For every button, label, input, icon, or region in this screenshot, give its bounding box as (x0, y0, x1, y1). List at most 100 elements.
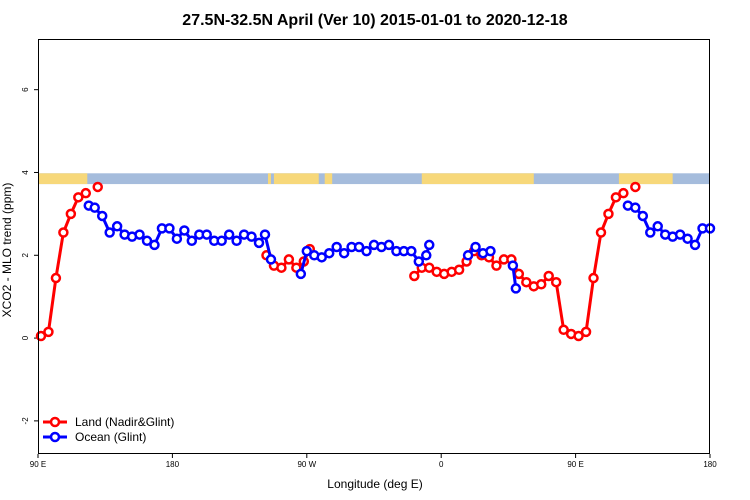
data-point (338, 247, 350, 259)
land-band-segment (267, 173, 271, 185)
data-point (595, 227, 607, 238)
legend-label-ocean: Ocean (Glint) (75, 430, 146, 444)
data-point (491, 260, 502, 271)
land-band-segment (273, 173, 319, 185)
data-point (265, 254, 277, 265)
data-point (550, 276, 562, 288)
data-point (216, 235, 227, 247)
land-band-segment (38, 173, 88, 185)
legend-label-land: Land (Nadir&Glint) (75, 415, 174, 429)
legend-marker-land (49, 416, 61, 428)
data-point (80, 187, 92, 199)
data-point (485, 245, 496, 257)
series-line (40, 191, 87, 338)
series-line (413, 191, 625, 338)
data-point (470, 241, 481, 253)
y-tick-label: 0 (21, 335, 30, 340)
x-tick-label: 90 W (297, 460, 316, 469)
data-point (259, 229, 271, 240)
data-point (65, 208, 77, 220)
data-point (331, 241, 342, 253)
data-point (588, 272, 599, 284)
data-point (682, 233, 693, 244)
data-point (253, 237, 265, 249)
data-point (231, 235, 242, 247)
data-point (89, 202, 100, 213)
data-point (421, 250, 432, 261)
land-band-segment (324, 173, 333, 185)
y-tick-label: -2 (21, 417, 30, 425)
data-point (630, 202, 641, 213)
data-point (543, 270, 554, 282)
data-point (603, 208, 614, 220)
data-point (323, 247, 335, 259)
data-point (462, 250, 474, 261)
data-point (645, 227, 656, 238)
data-point (521, 276, 532, 288)
data-point (580, 326, 592, 338)
x-axis-label: Longitude (deg E) (327, 477, 422, 491)
data-point (558, 324, 569, 336)
data-point (424, 239, 435, 251)
data-point (413, 256, 425, 267)
data-point (96, 210, 108, 222)
data-point (246, 231, 257, 242)
data-point (353, 241, 365, 253)
data-point (383, 239, 395, 251)
y-tick-label: 6 (21, 87, 30, 92)
data-point (223, 229, 235, 240)
land-band-segment (421, 173, 534, 185)
data-point (164, 223, 175, 234)
data-point (179, 225, 190, 236)
data-point (630, 181, 641, 193)
data-point (201, 229, 212, 240)
data-point (513, 268, 525, 280)
ocean-band (38, 173, 710, 185)
data-point (409, 270, 420, 282)
axes: 90 E 180 90 W 0 90 E 180 -2 0 2 4 6 (21, 87, 717, 469)
data-point (104, 227, 115, 238)
data-point (283, 254, 295, 265)
data-point (141, 235, 153, 247)
data-point (510, 283, 522, 294)
plot-frame (38, 39, 710, 454)
data-point (43, 326, 54, 338)
y-tick-label: 4 (21, 170, 30, 175)
data-point (58, 227, 69, 238)
data-point (171, 233, 183, 244)
data-point (361, 245, 372, 257)
x-tick-label: 0 (439, 460, 444, 469)
data-point (610, 192, 622, 203)
data-point (507, 260, 519, 271)
data-point (689, 239, 701, 251)
data-point (186, 235, 198, 247)
land-band-segment (618, 173, 673, 185)
x-tick-label: 90 E (30, 460, 46, 469)
legend-marker-ocean (49, 431, 61, 443)
x-tick-label: 180 (166, 460, 180, 469)
data-point (92, 181, 103, 193)
series-ocean (83, 200, 716, 294)
data-point (295, 268, 307, 280)
series-layer (35, 181, 716, 342)
data-point (149, 239, 160, 251)
data-point (453, 264, 465, 276)
x-tick-label: 180 (703, 460, 717, 469)
x-tick-label: 90 E (567, 460, 583, 469)
data-point (536, 279, 547, 290)
data-point (618, 187, 629, 199)
series-land (35, 181, 641, 342)
y-axis-label: XCO2 - MLO trend (ppm) (0, 183, 14, 318)
data-point (50, 272, 62, 284)
data-point (134, 229, 145, 240)
y-tick-label: 2 (21, 253, 30, 258)
land-ocean-mask (38, 173, 710, 185)
legend: Land (Nadir&Glint) Ocean (Glint) (43, 415, 174, 444)
data-point (406, 245, 417, 257)
data-point (73, 192, 84, 203)
data-point (424, 262, 435, 273)
data-point (652, 221, 663, 232)
data-point (573, 330, 584, 342)
chart-title: 27.5N-32.5N April (Ver 10) 2015-01-01 to… (182, 12, 568, 29)
